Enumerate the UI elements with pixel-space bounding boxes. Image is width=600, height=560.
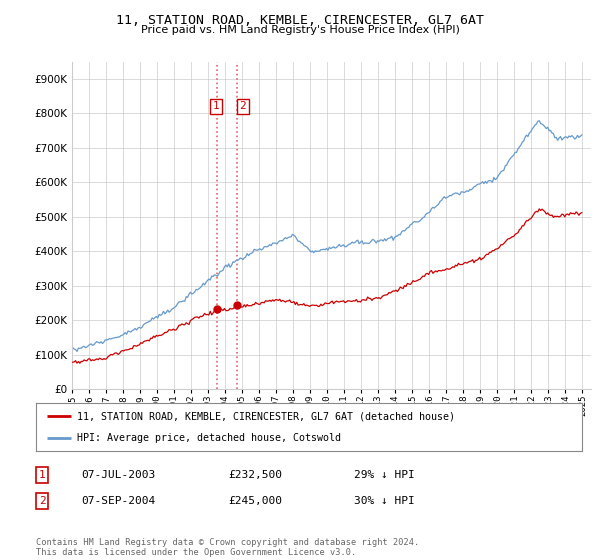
Text: 07-JUL-2003: 07-JUL-2003 [81,470,155,480]
Text: 1: 1 [38,470,46,480]
Text: £232,500: £232,500 [228,470,282,480]
Text: Price paid vs. HM Land Registry's House Price Index (HPI): Price paid vs. HM Land Registry's House … [140,25,460,35]
Text: Contains HM Land Registry data © Crown copyright and database right 2024.
This d: Contains HM Land Registry data © Crown c… [36,538,419,557]
Text: 11, STATION ROAD, KEMBLE, CIRENCESTER, GL7 6AT (detached house): 11, STATION ROAD, KEMBLE, CIRENCESTER, G… [77,411,455,421]
Text: 30% ↓ HPI: 30% ↓ HPI [354,496,415,506]
Text: HPI: Average price, detached house, Cotswold: HPI: Average price, detached house, Cots… [77,433,341,443]
Text: 07-SEP-2004: 07-SEP-2004 [81,496,155,506]
Text: 1: 1 [213,101,220,111]
Text: 2: 2 [239,101,246,111]
Text: £245,000: £245,000 [228,496,282,506]
Text: 29% ↓ HPI: 29% ↓ HPI [354,470,415,480]
Text: 11, STATION ROAD, KEMBLE, CIRENCESTER, GL7 6AT: 11, STATION ROAD, KEMBLE, CIRENCESTER, G… [116,14,484,27]
Text: 2: 2 [38,496,46,506]
